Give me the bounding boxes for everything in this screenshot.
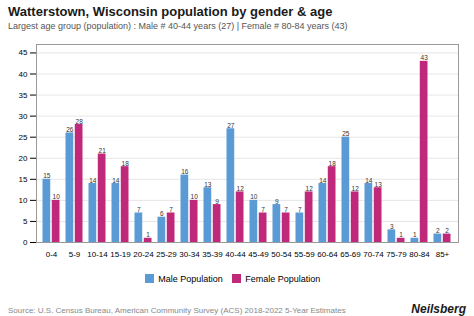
svg-text:7: 7 [298,206,302,213]
svg-text:2: 2 [445,227,449,234]
svg-text:12: 12 [237,185,245,192]
html-text:Source: U.S. Census Bureau, Am: Source: U.S. Census Bureau, American Com… [8,305,346,315]
html-text:Neilsberg: Neilsberg [411,301,466,316]
svg-text:16: 16 [181,168,189,175]
svg-text:40-44: 40-44 [225,250,246,259]
svg-text:14: 14 [112,177,120,184]
svg-text:45-49: 45-49 [248,250,269,259]
svg-text:26: 26 [66,126,74,133]
svg-text:12: 12 [306,185,314,192]
svg-text:13: 13 [375,181,383,188]
svg-text:45: 45 [19,48,28,57]
svg-text:28: 28 [76,118,84,125]
svg-text:7: 7 [137,206,141,213]
svg-text:70-74: 70-74 [363,250,384,259]
svg-text:15-19: 15-19 [110,250,131,259]
svg-text:30: 30 [19,112,28,121]
svg-text:27: 27 [227,122,235,129]
svg-text:75-79: 75-79 [386,250,407,259]
svg-text:5-9: 5-9 [69,250,81,259]
svg-text:25-29: 25-29 [156,250,177,259]
svg-text:0-4: 0-4 [46,250,58,259]
svg-text:7: 7 [261,206,265,213]
svg-text:10: 10 [19,196,28,205]
svg-text:65-69: 65-69 [340,250,361,259]
svg-text:25: 25 [342,130,350,137]
svg-text:35-39: 35-39 [202,250,223,259]
html-text:Female Population: Female Population [245,273,321,284]
svg-text:3: 3 [390,223,394,230]
svg-text:18: 18 [122,160,130,167]
svg-text:0: 0 [23,238,28,247]
svg-text:1: 1 [146,231,150,238]
svg-text:14: 14 [89,177,97,184]
svg-text:20: 20 [19,154,28,163]
svg-text:80-84: 80-84 [409,250,430,259]
svg-text:14: 14 [319,177,327,184]
svg-text:15: 15 [43,172,51,179]
svg-text:10-14: 10-14 [87,250,108,259]
svg-text:7: 7 [284,206,288,213]
svg-text:13: 13 [204,181,212,188]
svg-text:14: 14 [365,177,373,184]
svg-text:10: 10 [53,193,61,200]
svg-text:30-34: 30-34 [179,250,200,259]
svg-text:9: 9 [215,198,219,205]
svg-text:1: 1 [399,231,403,238]
svg-text:7: 7 [169,206,173,213]
svg-text:60-64: 60-64 [317,250,338,259]
svg-text:10: 10 [191,193,199,200]
svg-text:15: 15 [19,175,28,184]
html-text:Watterstown, Wisconsin populat: Watterstown, Wisconsin population by gen… [8,4,333,19]
svg-text:21: 21 [99,147,107,154]
svg-text:55-59: 55-59 [294,250,315,259]
svg-text:9: 9 [275,198,279,205]
svg-text:6: 6 [160,210,164,217]
svg-text:35: 35 [19,91,28,100]
html-text:Largest age group (population): Largest age group (population) : Male # … [8,21,348,31]
svg-text:40: 40 [19,70,28,79]
svg-text:18: 18 [329,160,337,167]
svg-text:85+: 85+ [436,250,450,259]
svg-text:5: 5 [23,217,28,226]
html-text:Male Population: Male Population [158,273,223,284]
svg-text:12: 12 [352,185,360,192]
svg-text:20-24: 20-24 [133,250,154,259]
svg-text:10: 10 [250,193,258,200]
svg-text:1: 1 [413,231,417,238]
svg-text:2: 2 [436,227,440,234]
svg-text:43: 43 [421,54,429,61]
svg-text:25: 25 [19,133,28,142]
svg-text:50-54: 50-54 [271,250,292,259]
